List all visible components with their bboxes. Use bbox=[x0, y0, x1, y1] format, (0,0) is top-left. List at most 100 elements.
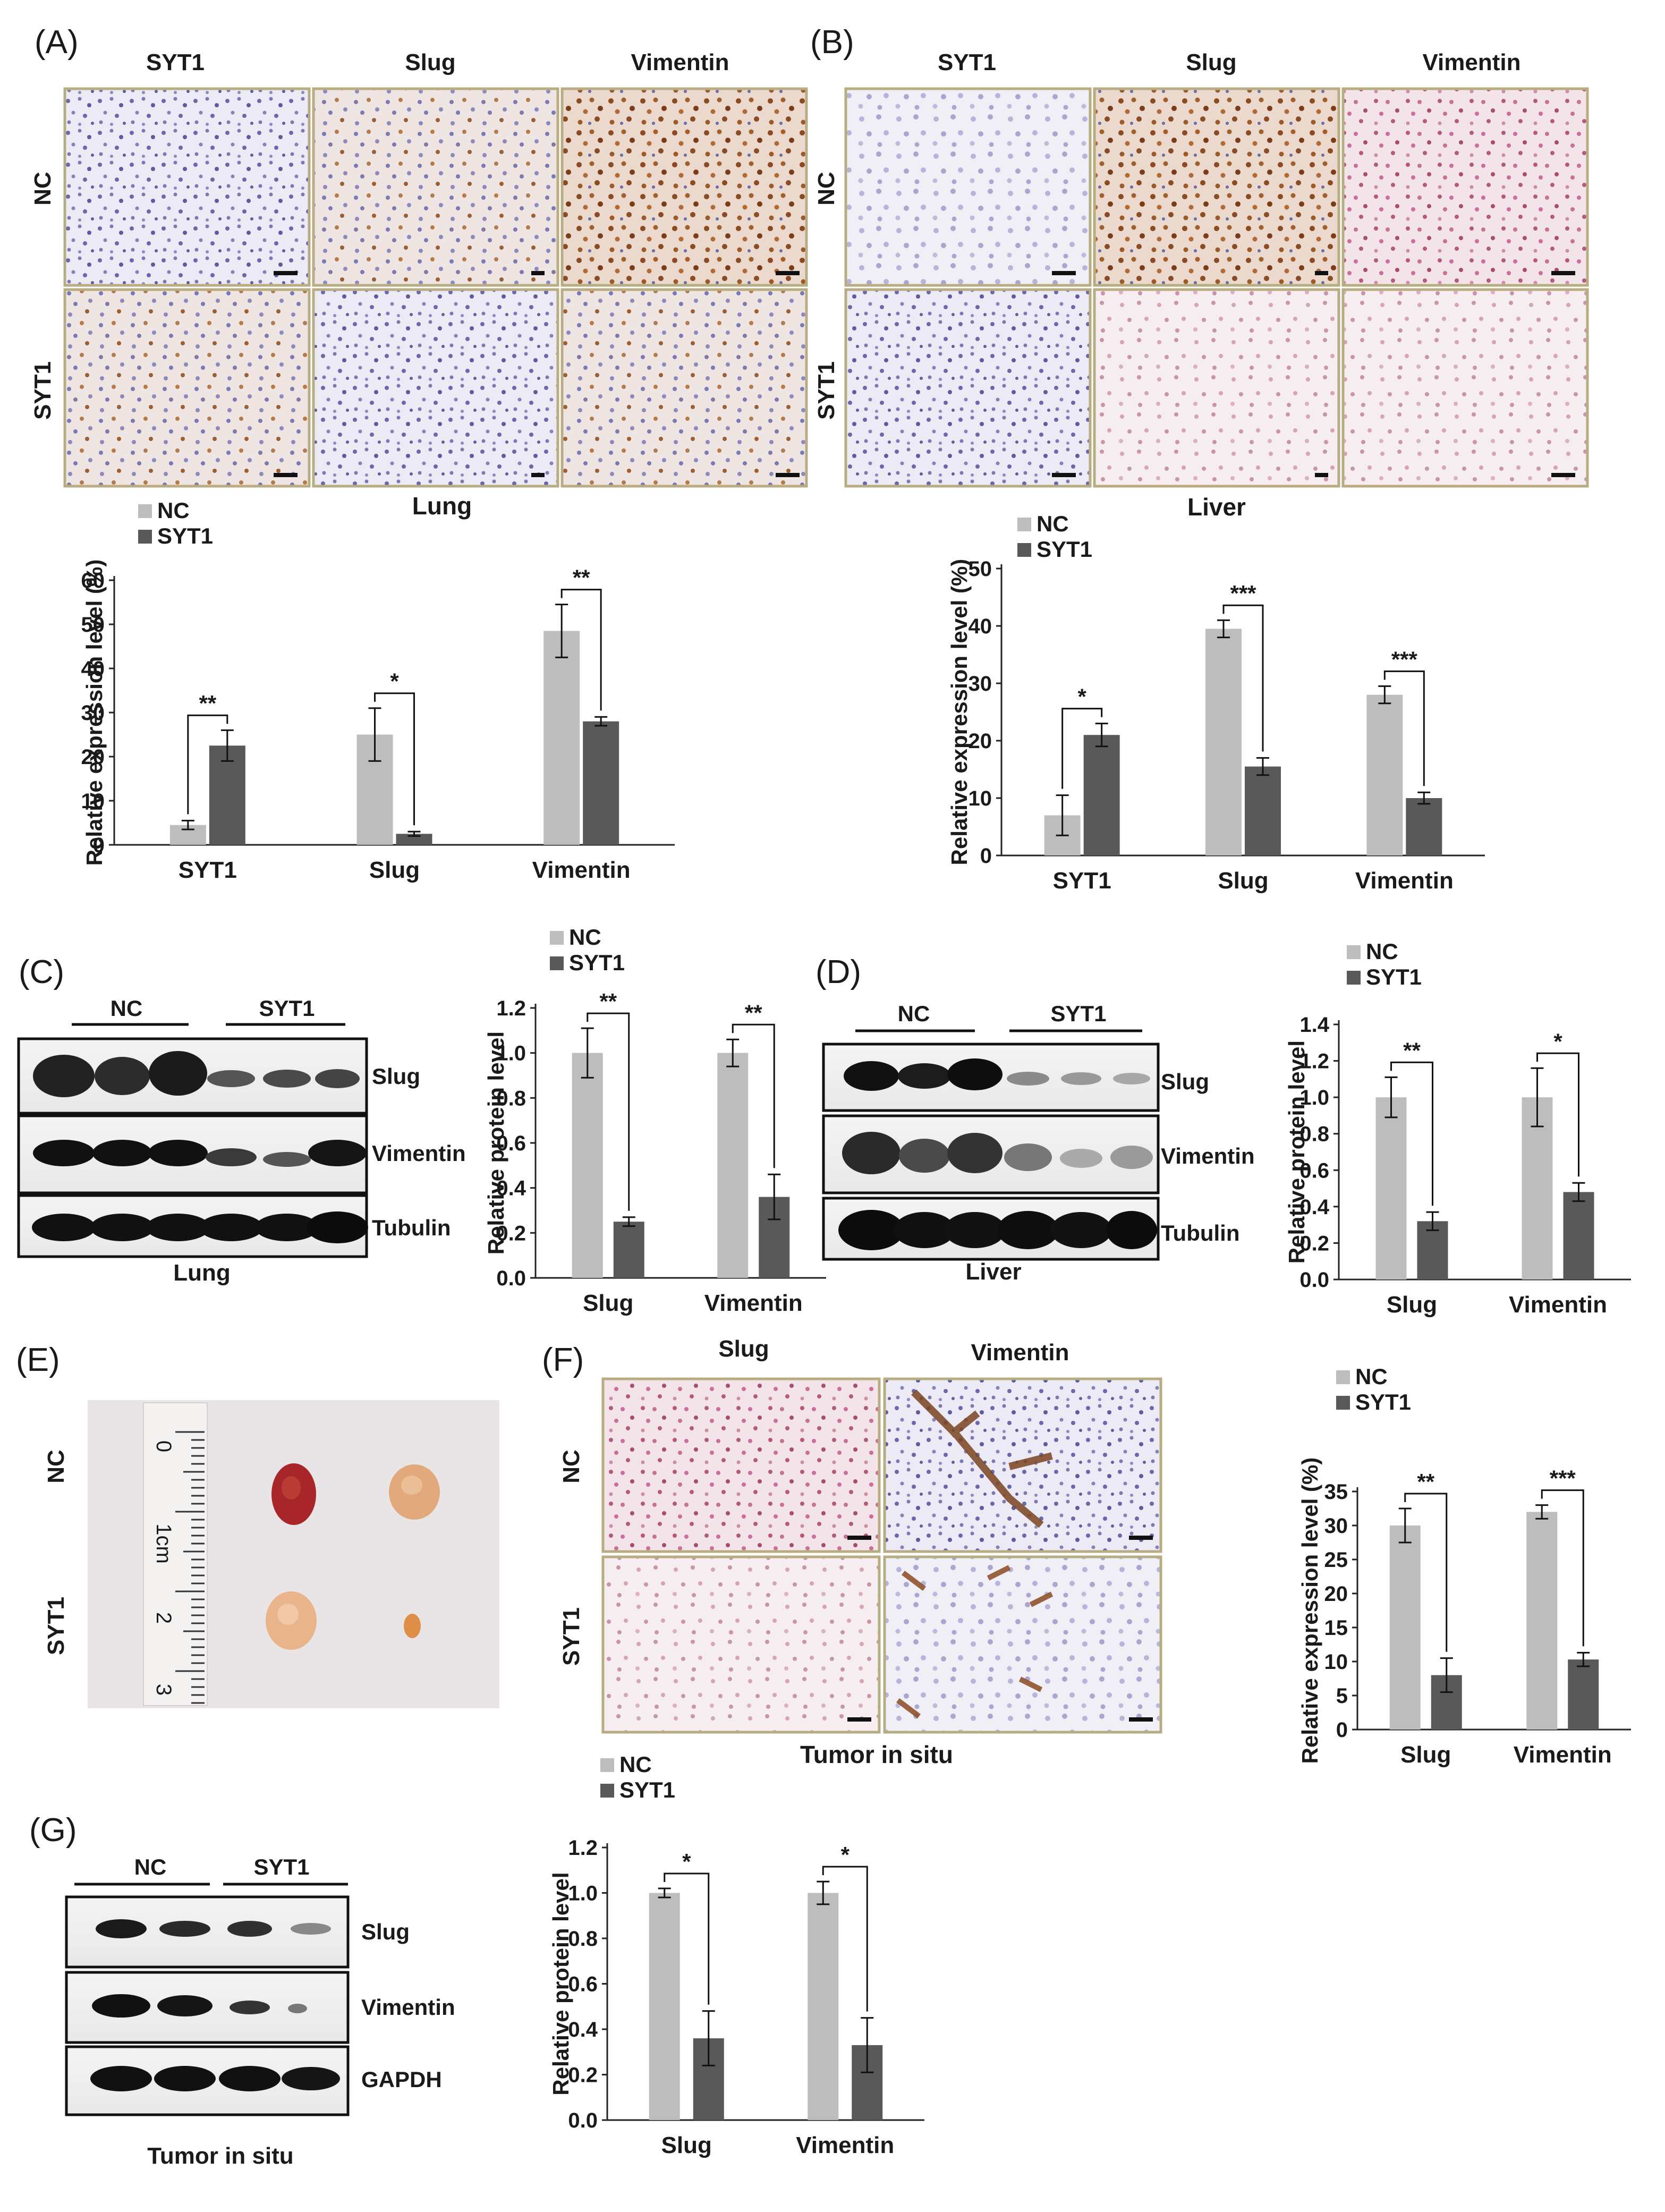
legend-swatch-syt1 bbox=[138, 530, 152, 544]
y-tick-label: 40 bbox=[81, 657, 105, 681]
d-blot bbox=[822, 1043, 1160, 1261]
x-category-label: Slug bbox=[369, 857, 420, 883]
bar-syt1-vimentin bbox=[1406, 798, 1442, 855]
d-tissue-label: Liver bbox=[965, 1259, 1021, 1285]
legend-label-nc: NC bbox=[1037, 511, 1069, 536]
bar-nc-slug bbox=[649, 1893, 680, 2120]
y-tick-label: 0.8 bbox=[568, 1927, 598, 1951]
significance-bracket bbox=[822, 1866, 868, 2012]
y-tick-label: 0.4 bbox=[496, 1177, 526, 1200]
y-tick-label: 0.0 bbox=[496, 1267, 526, 1290]
b-syt1-slug-image bbox=[1093, 288, 1340, 488]
x-category-label: Vimentin bbox=[796, 2132, 894, 2158]
b-nc-syt1-image bbox=[844, 87, 1092, 287]
y-tick-label: 0.6 bbox=[1299, 1159, 1329, 1182]
a-col-vimentin: Vimentin bbox=[631, 49, 729, 75]
b-col-syt1: SYT1 bbox=[938, 49, 996, 75]
bar-nc-slug bbox=[1389, 1525, 1421, 1730]
significance-bracket bbox=[187, 714, 228, 815]
a-syt1-slug-image bbox=[312, 288, 559, 488]
bar-nc-slug bbox=[1375, 1097, 1407, 1279]
a-col-slug: Slug bbox=[405, 49, 455, 75]
bar-syt1-slug bbox=[396, 834, 432, 845]
f-syt1-slug-image bbox=[601, 1555, 881, 1734]
legend-label-syt1: SYT1 bbox=[619, 1777, 675, 1802]
legend-label-nc: NC bbox=[619, 1752, 652, 1777]
y-axis-label: Relative protein level bbox=[1284, 1040, 1309, 1264]
bar-syt1-syt1 bbox=[1083, 735, 1120, 855]
significance-label: ** bbox=[745, 1000, 762, 1025]
significance-label: ** bbox=[573, 565, 590, 590]
y-tick-label: 0 bbox=[1336, 1718, 1348, 1742]
legend-label-syt1: SYT1 bbox=[569, 950, 625, 975]
b-row-nc: NC bbox=[813, 172, 839, 206]
y-tick-label: 1.2 bbox=[1299, 1050, 1329, 1073]
bar-syt1-vimentin bbox=[1563, 1192, 1594, 1279]
y-tick-label: 0.4 bbox=[568, 2018, 598, 2041]
e-ruler-mark-2: 2 bbox=[152, 1612, 175, 1624]
y-axis-label: Relative protein level bbox=[483, 1031, 508, 1255]
panel-label-f: (F) bbox=[542, 1342, 584, 1378]
x-category-label: Vimentin bbox=[1514, 1742, 1612, 1768]
y-tick-label: 40 bbox=[969, 615, 992, 638]
c-band-vimentin: Vimentin bbox=[372, 1141, 466, 1166]
e-ruler-ticks bbox=[175, 1431, 205, 1704]
y-tick-label: 30 bbox=[969, 672, 992, 696]
chart-g: 0.0 0.2 0.4 0.6 0.8 1.0 1.2 Relative protein le… bbox=[548, 1752, 924, 2158]
y-tick-label: 1.0 bbox=[496, 1042, 526, 1065]
d-group-nc: NC bbox=[898, 1001, 930, 1026]
bar-nc-slug bbox=[1205, 629, 1242, 855]
legend-label-syt1: SYT1 bbox=[1355, 1389, 1411, 1414]
y-tick-label: 0.4 bbox=[1299, 1196, 1329, 1219]
y-axis-label: Relative protein level bbox=[548, 1872, 573, 2095]
significance-label: ** bbox=[599, 989, 617, 1014]
legend-swatch-syt1 bbox=[600, 1784, 614, 1798]
y-tick-label: 50 bbox=[969, 557, 992, 581]
legend-label-nc: NC bbox=[1366, 939, 1398, 964]
y-tick-label: 20 bbox=[1324, 1582, 1348, 1606]
significance-label: * bbox=[841, 1842, 850, 1867]
f-nc-slug-image bbox=[601, 1377, 881, 1553]
legend-swatch-nc bbox=[138, 504, 152, 518]
bar-syt1-syt1 bbox=[209, 745, 245, 845]
bar-syt1-vimentin bbox=[1568, 1659, 1599, 1730]
panel-label-a: (A) bbox=[35, 24, 79, 61]
y-axis-label: Relative expression level (%) bbox=[1297, 1457, 1322, 1764]
g-group-nc: NC bbox=[134, 1854, 167, 1879]
significance-label: *** bbox=[1230, 581, 1256, 606]
bar-nc-vimentin bbox=[717, 1053, 749, 1278]
legend-swatch-nc bbox=[600, 1758, 614, 1772]
d-band-vimentin: Vimentin bbox=[1161, 1143, 1255, 1168]
b-micrograph-grid bbox=[844, 87, 1589, 488]
x-category-label: Vimentin bbox=[1509, 1292, 1607, 1318]
legend-label-nc: NC bbox=[1355, 1364, 1388, 1389]
bar-nc-vimentin bbox=[808, 1893, 839, 2120]
legend-label-nc: NC bbox=[569, 925, 601, 950]
x-category-label: Slug bbox=[1218, 868, 1268, 894]
y-tick-label: 0.0 bbox=[568, 2109, 598, 2132]
b-nc-slug-image bbox=[1093, 87, 1340, 287]
legend-swatch-nc bbox=[1017, 518, 1031, 531]
d-band-slug: Slug bbox=[1161, 1069, 1209, 1094]
panel-label-e: (E) bbox=[16, 1342, 60, 1378]
c-band-slug: Slug bbox=[372, 1064, 420, 1089]
e-ruler-mark-1cm: 1cm bbox=[152, 1523, 175, 1564]
significance-bracket bbox=[587, 1012, 630, 1211]
bar-nc-vimentin bbox=[1526, 1512, 1558, 1730]
y-tick-label: 0.8 bbox=[1299, 1123, 1329, 1146]
bar-syt1-slug bbox=[613, 1222, 644, 1278]
y-tick-label: 0 bbox=[980, 844, 992, 868]
a-micrograph-grid bbox=[63, 87, 808, 488]
x-category-label: Vimentin bbox=[532, 857, 631, 883]
y-tick-label: 15 bbox=[1324, 1616, 1348, 1640]
x-category-label: SYT1 bbox=[1053, 868, 1111, 894]
panel-label-d: (D) bbox=[815, 954, 861, 990]
b-syt1-syt1-image bbox=[844, 288, 1092, 488]
legend-label-syt1: SYT1 bbox=[157, 523, 213, 548]
b-nc-vimentin-image bbox=[1341, 87, 1589, 287]
chart-d: 0.0 0.2 0.4 0.6 0.8 1.0 1.2 1.4 Relative protein… bbox=[1284, 939, 1631, 1318]
f-micrograph-grid bbox=[601, 1377, 1162, 1734]
x-category-label: Slug bbox=[583, 1290, 633, 1316]
b-col-slug: Slug bbox=[1186, 49, 1236, 75]
